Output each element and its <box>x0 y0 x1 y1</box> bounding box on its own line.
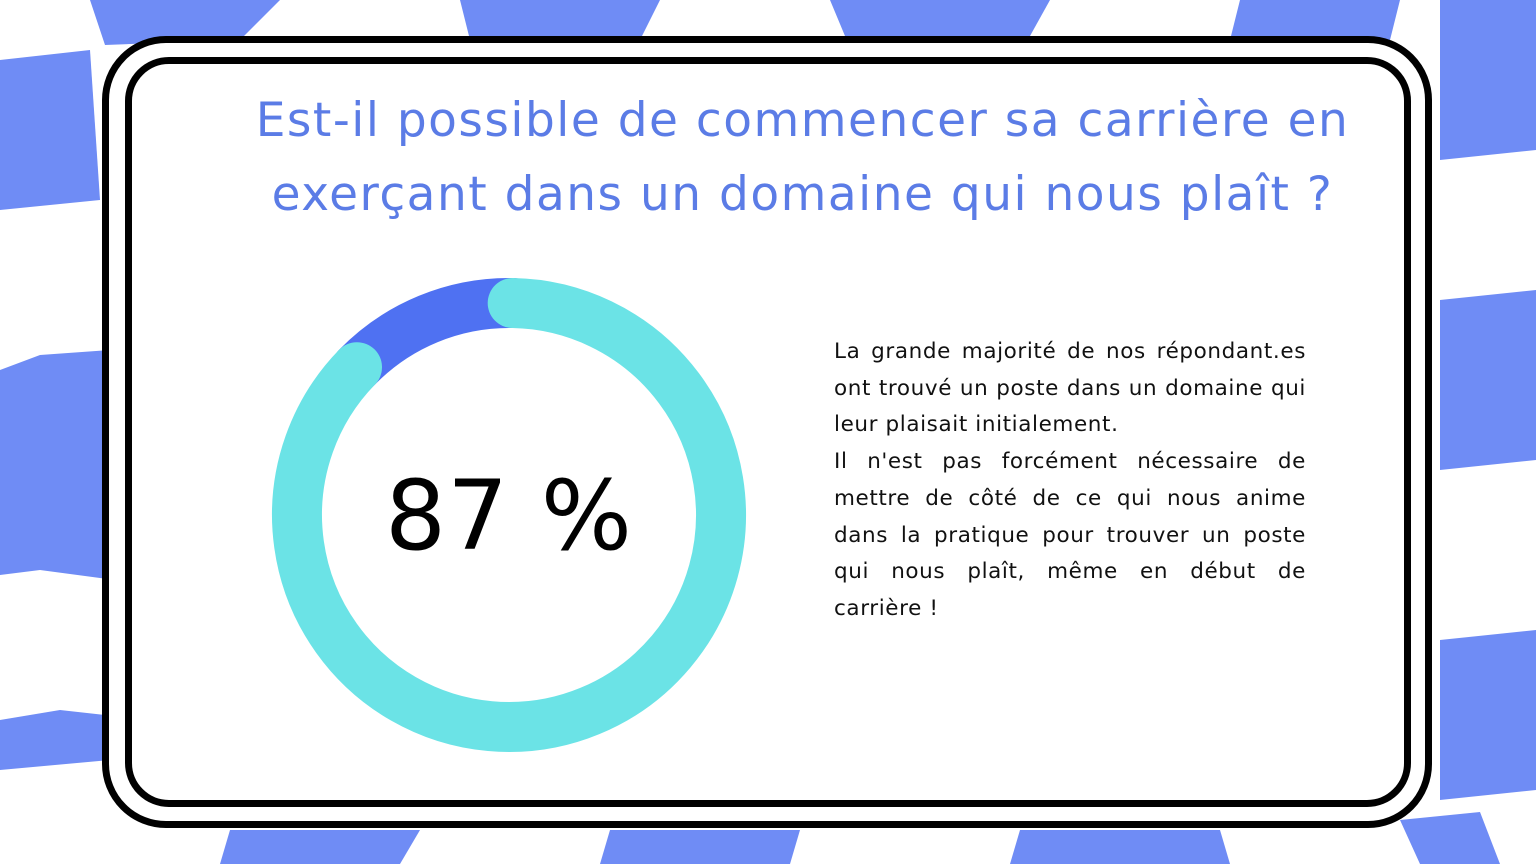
donut-slice-main <box>272 278 746 752</box>
title-line-2: exerçant dans un domaine qui nous plaît … <box>271 167 1334 222</box>
percentage-label: 87 % <box>385 460 633 572</box>
donut-chart <box>272 278 746 752</box>
title-line-1: Est-il possible de commencer sa carrière… <box>255 93 1350 148</box>
paragraph-2: Il n'est pas forcément nécessaire de met… <box>834 449 1306 621</box>
paragraph-1: La grande majorité de nos répondant.es o… <box>834 339 1306 438</box>
explanation-text: La grande majorité de nos répondant.es o… <box>834 334 1306 628</box>
slide-title: Est-il possible de commencer sa carrière… <box>190 84 1415 232</box>
